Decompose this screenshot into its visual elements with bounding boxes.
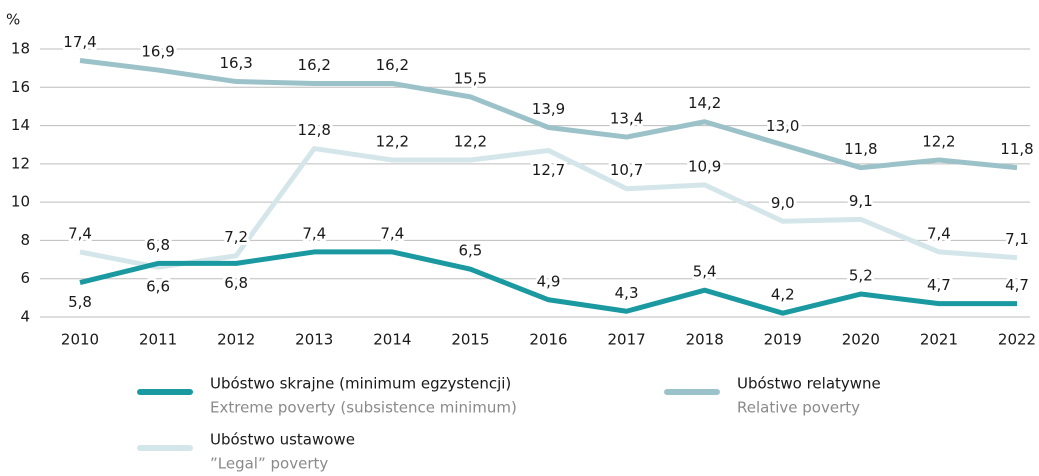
y-tick-label: 4 (20, 308, 30, 326)
y-tick-label: 10 (11, 193, 30, 211)
data-label: 7,4 (927, 224, 951, 242)
x-tick-label: 2020 (842, 331, 880, 349)
x-tick-label: 2010 (61, 331, 99, 349)
data-label: 7,4 (380, 224, 404, 242)
legend-label: Ubóstwo ustawowe (210, 431, 355, 449)
data-label: 7,4 (68, 224, 92, 242)
legend-label: Ubóstwo relatywne (737, 375, 881, 393)
x-tick-label: 2019 (764, 331, 802, 349)
data-label: 4,3 (615, 284, 639, 302)
y-tick-label: 14 (11, 116, 30, 134)
data-label: 14,2 (688, 94, 721, 112)
data-label: 6,8 (224, 274, 248, 292)
data-label: 9,1 (849, 192, 873, 210)
y-axis-label: % (6, 11, 20, 29)
legend-label-en: Extreme poverty (subsistence minimum) (210, 399, 517, 417)
data-label: 12,8 (298, 121, 331, 139)
data-label: 6,6 (146, 278, 170, 296)
legend-label: Ubóstwo skrajne (minimum egzystencji) (210, 375, 511, 393)
data-label: 12,7 (532, 161, 565, 179)
y-tick-label: 6 (20, 269, 30, 287)
data-label: 10,9 (688, 157, 721, 175)
data-label: 6,8 (146, 236, 170, 254)
series-line (79, 58, 1018, 171)
data-label: 5,2 (849, 267, 873, 285)
data-label: 4,7 (927, 276, 951, 294)
data-label: 11,8 (844, 140, 877, 158)
data-label: 12,2 (376, 133, 409, 151)
x-tick-label: 2012 (217, 331, 255, 349)
x-tick-label: 2022 (998, 331, 1036, 349)
series-line (79, 249, 1017, 316)
data-label: 9,0 (771, 194, 795, 212)
legend-label-en: Relative poverty (737, 399, 860, 417)
data-label: 13,0 (766, 117, 799, 135)
y-tick-label: 18 (11, 40, 30, 58)
data-label: 7,1 (1005, 230, 1029, 248)
data-label: 12,2 (922, 133, 955, 151)
data-label: 6,5 (458, 242, 482, 260)
x-tick-label: 2013 (295, 331, 333, 349)
data-label: 5,4 (693, 263, 717, 281)
data-label: 4,7 (1005, 276, 1029, 294)
legend-label-en: ”Legal” poverty (210, 455, 328, 473)
data-label: 4,2 (771, 286, 795, 304)
x-tick-label: 2021 (920, 331, 958, 349)
data-label: 5,8 (68, 293, 92, 311)
y-tick-label: 16 (11, 78, 30, 96)
data-label: 16,9 (141, 43, 174, 61)
x-tick-label: 2016 (529, 331, 567, 349)
data-label: 16,3 (219, 54, 252, 72)
data-label: 13,4 (610, 110, 643, 128)
series-line (79, 146, 1018, 270)
data-label: 7,2 (224, 228, 248, 246)
y-tick-label: 8 (20, 231, 30, 249)
data-label: 16,2 (298, 56, 331, 74)
y-tick-label: 12 (11, 154, 30, 172)
x-tick-label: 2015 (451, 331, 489, 349)
x-tick-label: 2018 (686, 331, 724, 349)
data-label: 12,2 (454, 133, 487, 151)
data-label: 15,5 (454, 69, 487, 87)
data-label: 7,4 (302, 224, 326, 242)
data-label: 4,9 (537, 272, 561, 290)
x-tick-label: 2011 (139, 331, 177, 349)
x-tick-label: 2017 (607, 331, 645, 349)
data-label: 16,2 (376, 56, 409, 74)
data-label: 11,8 (1000, 140, 1033, 158)
data-label: 13,9 (532, 100, 565, 118)
data-label: 17,4 (63, 33, 96, 51)
x-tick-label: 2014 (373, 331, 411, 349)
data-label: 10,7 (610, 161, 643, 179)
